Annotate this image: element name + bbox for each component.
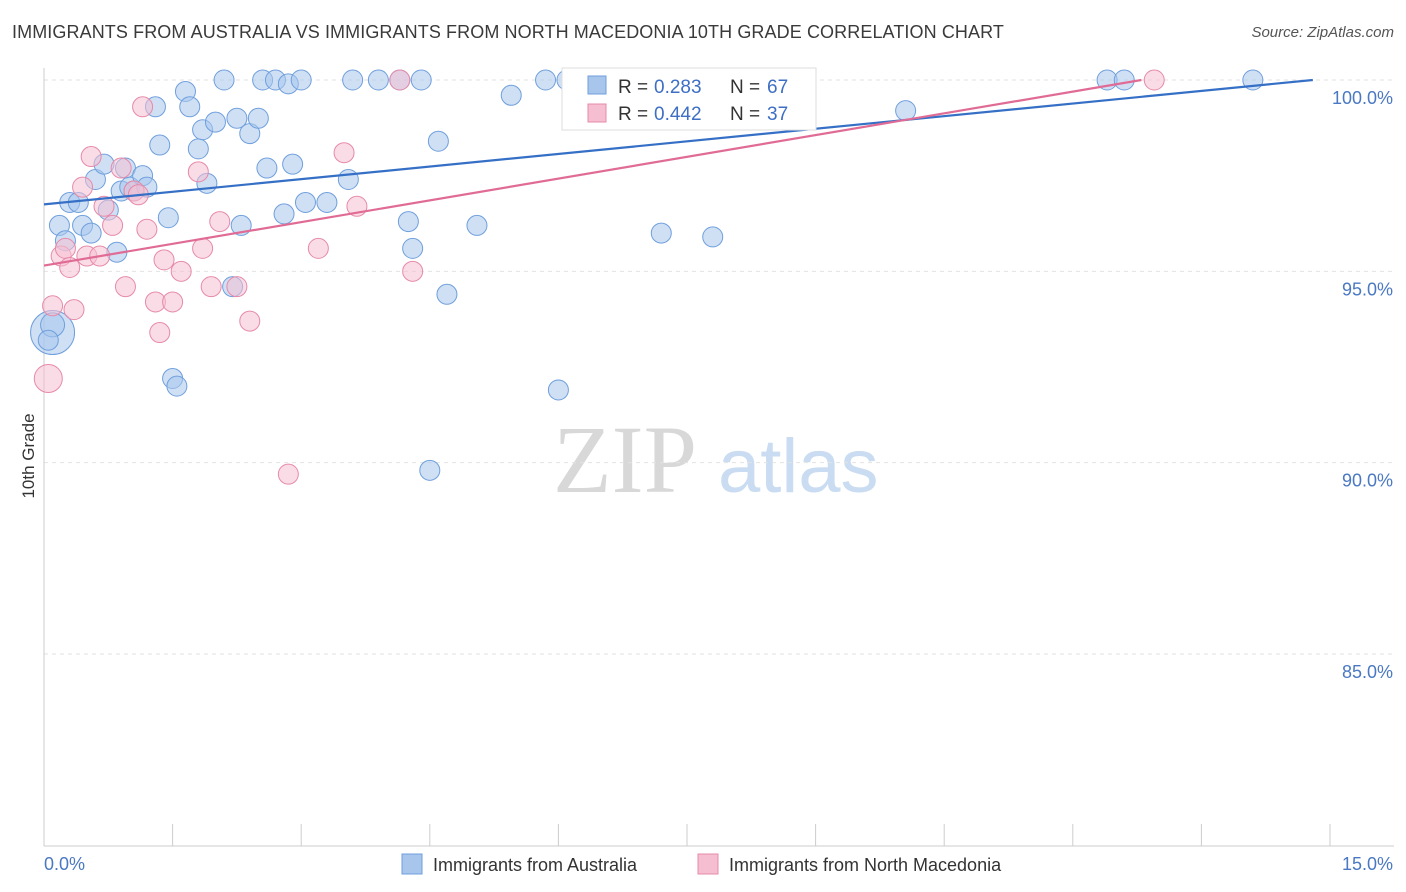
point-north-macedonia	[54, 237, 76, 259]
point-north-macedonia	[277, 463, 299, 485]
y-tick-label-90: 90.0%	[1342, 471, 1393, 491]
bottom-legend-label-australia: Immigrants from Australia	[433, 855, 638, 875]
point-australia	[419, 459, 441, 481]
legend-n-value-north-macedonia: 37	[767, 104, 788, 125]
point-australia	[282, 153, 304, 175]
point-australia	[547, 379, 569, 401]
point-north-macedonia	[226, 276, 248, 298]
trend-line-north-macedonia	[43, 78, 1142, 267]
point-australia	[466, 214, 488, 236]
point-australia	[166, 375, 188, 397]
point-australia	[247, 107, 269, 129]
point-north-macedonia	[389, 69, 411, 91]
point-north-macedonia	[333, 142, 355, 164]
point-australia	[367, 69, 389, 91]
y-tick-label-95: 95.0%	[1342, 279, 1393, 299]
point-australia	[500, 84, 522, 106]
point-australia	[342, 69, 364, 91]
bottom-legend: Immigrants from Australia Immigrants fro…	[401, 853, 1002, 875]
legend-r-label-north-macedonia: R =	[618, 104, 648, 125]
point-australia	[535, 69, 557, 91]
watermark-zip: ZIP	[553, 406, 697, 513]
bottom-legend-label-north-macedonia: Immigrants from North Macedonia	[729, 855, 1002, 875]
point-australia	[256, 157, 278, 179]
trend-line-australia	[43, 78, 1313, 206]
point-australia	[179, 96, 201, 118]
point-australia	[187, 138, 209, 160]
legend-n-value-australia: 67	[767, 77, 788, 98]
point-north-macedonia	[192, 237, 214, 259]
point-north-macedonia	[170, 260, 192, 282]
x-ticks	[43, 824, 1331, 846]
y-tick-label-100: 100.0%	[1332, 88, 1393, 108]
point-north-macedonia	[1143, 69, 1165, 91]
point-north-macedonia	[102, 214, 124, 236]
point-north-macedonia	[239, 310, 261, 332]
legend-n-label-north-macedonia: N =	[730, 104, 760, 125]
legend-swatch-australia	[587, 75, 607, 95]
point-north-macedonia	[153, 249, 175, 271]
point-australia	[80, 222, 102, 244]
point-australia	[436, 283, 458, 305]
point-north-macedonia	[42, 295, 64, 317]
chart-source: Source: ZipAtlas.com	[1251, 24, 1394, 41]
point-north-macedonia	[209, 211, 231, 233]
point-australia	[213, 69, 235, 91]
bottom-legend-swatch-north-macedonia	[697, 853, 719, 875]
legend-n-label-australia: N =	[730, 77, 760, 98]
point-north-macedonia	[307, 237, 329, 259]
point-australia	[204, 111, 226, 133]
bottom-legend-swatch-australia	[401, 853, 423, 875]
point-north-macedonia	[132, 96, 154, 118]
point-australia	[402, 237, 424, 259]
point-australia	[702, 226, 724, 248]
point-north-macedonia	[187, 161, 209, 183]
point-australia	[273, 203, 295, 225]
legend-box: R = 0.283 N = 67 R = 0.442 N = 37	[561, 67, 817, 131]
series-north-macedonia-points	[33, 69, 1165, 485]
point-north-macedonia	[110, 157, 132, 179]
point-australia	[290, 69, 312, 91]
point-north-macedonia	[63, 299, 85, 321]
watermark-atlas: atlas	[718, 424, 879, 509]
x-tick-label-left: 0.0%	[44, 854, 85, 874]
point-australia	[337, 168, 359, 190]
legend-r-value-australia: 0.283	[654, 77, 702, 98]
x-tick-label-right: 15.0%	[1342, 854, 1393, 874]
point-australia	[650, 222, 672, 244]
y-tick-label-85: 85.0%	[1342, 662, 1393, 682]
point-australia	[149, 134, 171, 156]
point-australia	[37, 329, 59, 351]
point-north-macedonia	[93, 195, 115, 217]
legend-r-label-australia: R =	[618, 77, 648, 98]
point-north-macedonia	[162, 291, 184, 313]
point-australia	[427, 130, 449, 152]
point-north-macedonia	[200, 276, 222, 298]
point-north-macedonia	[33, 363, 63, 393]
point-australia	[157, 207, 179, 229]
point-australia	[397, 211, 419, 233]
point-north-macedonia	[72, 176, 94, 198]
point-north-macedonia	[402, 260, 424, 282]
point-australia	[316, 191, 338, 213]
point-australia	[226, 107, 248, 129]
chart-title: IMMIGRANTS FROM AUSTRALIA VS IMMIGRANTS …	[12, 22, 1004, 42]
point-north-macedonia	[80, 146, 102, 168]
watermark: ZIP atlas	[553, 406, 879, 513]
y-axis-label: 10th Grade	[19, 413, 38, 498]
point-north-macedonia	[149, 322, 171, 344]
point-north-macedonia	[114, 276, 136, 298]
point-north-macedonia	[136, 218, 158, 240]
point-australia	[294, 191, 316, 213]
legend-r-value-north-macedonia: 0.442	[654, 104, 702, 125]
y-tick-labels: 100.0% 95.0% 90.0% 85.0%	[1332, 88, 1393, 682]
y-gridlines	[44, 79, 1394, 655]
point-australia	[1113, 69, 1135, 91]
legend-swatch-north-macedonia	[587, 103, 607, 123]
point-australia	[410, 69, 432, 91]
